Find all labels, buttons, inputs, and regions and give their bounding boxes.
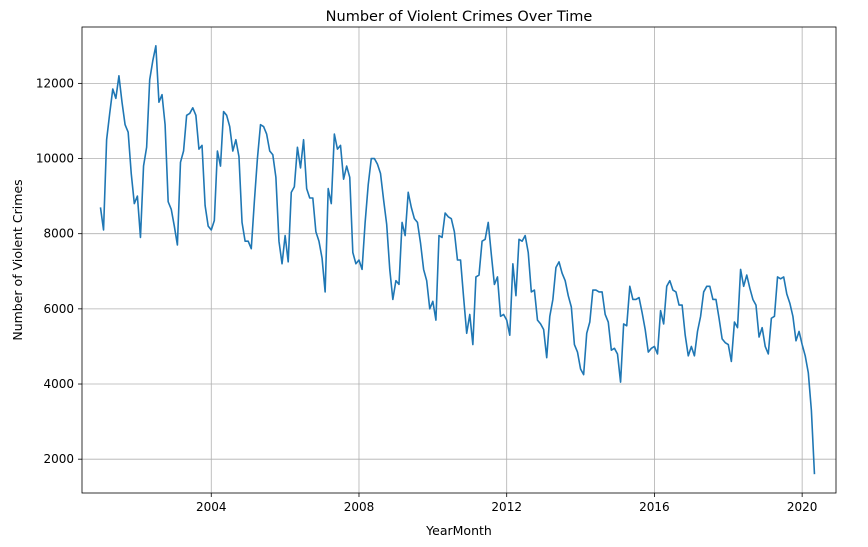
x-tick-label: 2016 bbox=[639, 500, 670, 514]
horizontal-gridlines bbox=[82, 82, 836, 460]
x-axis-label: YearMonth bbox=[425, 523, 492, 538]
x-tick-label: 2004 bbox=[196, 500, 227, 514]
y-tick-label: 2000 bbox=[43, 452, 74, 466]
series-line bbox=[99, 44, 816, 475]
x-axis: 2004 2008 2012 2016 2020 bbox=[196, 493, 817, 514]
y-tick-label: 6000 bbox=[43, 302, 74, 316]
vertical-gridlines bbox=[210, 27, 803, 493]
y-tick-label: 10000 bbox=[36, 152, 74, 166]
y-tick-label: 12000 bbox=[36, 76, 74, 90]
x-tick-label: 2012 bbox=[491, 500, 522, 514]
x-tick-label: 2020 bbox=[787, 500, 818, 514]
chart-title: Number of Violent Crimes Over Time bbox=[326, 9, 593, 25]
y-tick-label: 4000 bbox=[43, 377, 74, 391]
y-axis: 2000 4000 6000 8000 10000 12000 bbox=[36, 76, 82, 466]
y-tick-label: 8000 bbox=[43, 227, 74, 241]
y-axis-label: Number of Violent Crimes bbox=[10, 179, 25, 340]
plot-frame bbox=[81, 26, 837, 494]
x-tick-label: 2008 bbox=[344, 500, 375, 514]
